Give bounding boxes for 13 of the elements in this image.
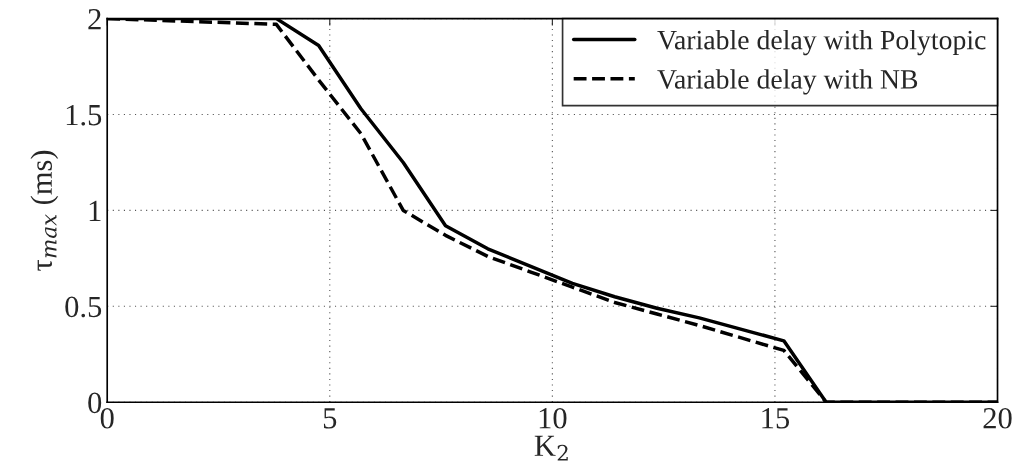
legend-label: Variable delay with Polytopic: [657, 29, 986, 56]
x-tick-label: 20: [983, 407, 1012, 429]
x-tick-label: 5: [323, 408, 337, 429]
y-tick-label: 1: [89, 200, 101, 222]
y-axis-title: τ$_{max}$ (ms): [30, 150, 59, 271]
y-tick-label: 0.5: [65, 296, 102, 318]
x-axis-title: K$_{2}$: [534, 435, 568, 461]
x-tick-label: 15: [762, 408, 790, 429]
y-tick-label: 2: [88, 8, 101, 30]
y-tick-label: 1.5: [66, 104, 102, 126]
x-tick-label: 10: [539, 407, 567, 429]
y-tick-label: 0: [88, 392, 102, 414]
legend-label: Variable delay with NB: [657, 69, 918, 95]
